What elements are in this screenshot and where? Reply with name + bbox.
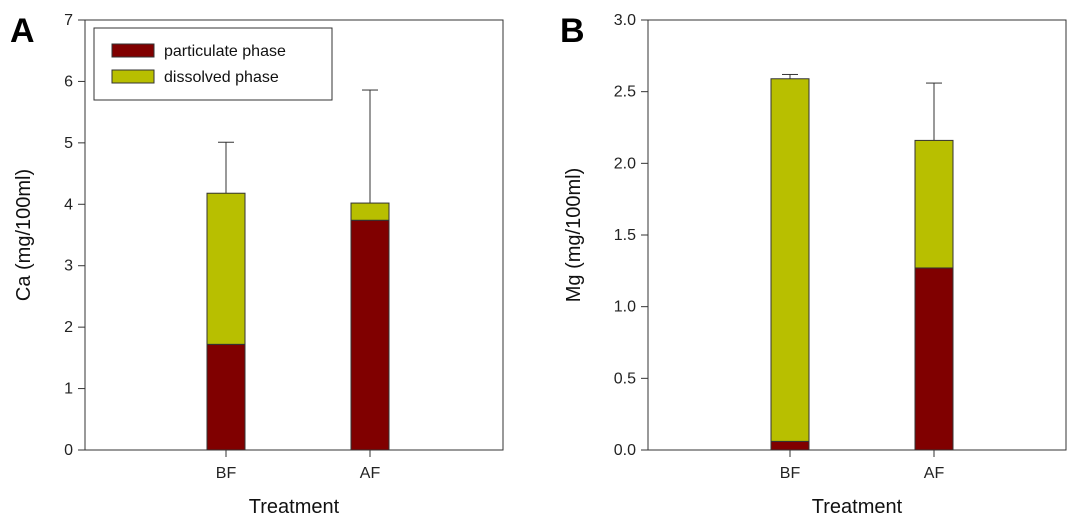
bar-particulate-af-b	[914, 267, 954, 451]
legend-swatch-particulate	[111, 43, 155, 58]
bar-dissolved-bf-b	[770, 78, 810, 442]
plot-frame-b	[647, 19, 1067, 451]
panel-letter-a: A	[10, 12, 35, 50]
legend: particulate phase dissolved phase	[93, 27, 333, 101]
bar-dissolved-af-a	[350, 202, 390, 221]
bar-particulate-bf-a	[206, 343, 246, 451]
y-tick-label-a: 1	[64, 381, 73, 398]
bars-b	[770, 73, 954, 451]
y-tick-label-b: 3.0	[614, 12, 636, 29]
y-tick-label-b: 0.0	[614, 442, 636, 459]
y-tick-label-b: 2.5	[614, 84, 636, 101]
x-axis-b: BF AF	[780, 450, 945, 482]
legend-label-dissolved: dissolved phase	[164, 69, 279, 86]
plot-frame-a	[84, 19, 504, 451]
y-tick-label-b: 1.0	[614, 299, 636, 316]
x-tick-label-b: AF	[924, 465, 945, 482]
y-tick-label-a: 0	[64, 442, 73, 459]
x-axis-label-b: Treatment	[812, 496, 903, 518]
y-axis-b: 0.0 0.5 1.0 1.5 2.0 2.5 3.0	[614, 12, 648, 459]
x-tick-label-a: BF	[216, 465, 237, 482]
bar-particulate-bf-b	[770, 440, 810, 451]
x-tick-label-b: BF	[780, 465, 801, 482]
x-axis-a: BF AF	[216, 450, 381, 482]
y-tick-label-a: 4	[64, 196, 73, 213]
bar-particulate-af-a	[350, 219, 390, 451]
legend-swatch-dissolved	[111, 69, 155, 84]
y-tick-label-b: 2.0	[614, 155, 636, 172]
bar-dissolved-bf-a	[206, 192, 246, 345]
y-tick-label-b: 0.5	[614, 370, 636, 387]
bars-a	[206, 89, 390, 451]
y-axis-a: 0 1 2 3 4 5 6 7	[64, 12, 85, 459]
legend-box	[93, 27, 333, 101]
y-axis-label-a: Ca (mg/100ml)	[13, 169, 35, 301]
bar-dissolved-af-b	[914, 139, 954, 269]
y-tick-label-a: 5	[64, 135, 73, 152]
y-tick-label-a: 6	[64, 73, 73, 90]
y-tick-label-a: 3	[64, 258, 73, 275]
panel-letter-b: B	[560, 12, 585, 50]
x-tick-label-a: AF	[360, 465, 381, 482]
y-axis-label-b: Mg (mg/100ml)	[563, 168, 585, 302]
panel-b: B 0.0 0.5 1.0 1.5 2.0 2.5 3.0 BF AF Treatment M…	[560, 12, 1067, 518]
y-tick-label-b: 1.5	[614, 227, 636, 244]
y-tick-label-a: 7	[64, 12, 73, 29]
legend-label-particulate: particulate phase	[164, 43, 286, 60]
x-axis-label-a: Treatment	[249, 496, 340, 518]
y-tick-label-a: 2	[64, 319, 73, 336]
